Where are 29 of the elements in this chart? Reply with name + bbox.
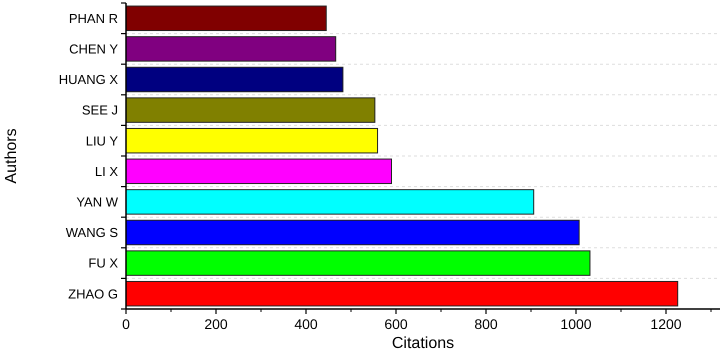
- bar: [126, 280, 678, 306]
- y-tick-label: CHEN Y: [69, 41, 118, 56]
- y-axis-title: Authors: [3, 128, 20, 184]
- y-tick-label: YAN W: [76, 194, 119, 210]
- y-tick-label: LI X: [94, 164, 118, 179]
- y-tick-label: FU X: [88, 256, 118, 271]
- bar: [126, 250, 590, 276]
- x-tick-label: 1000: [560, 316, 592, 332]
- y-tick-label: PHAN R: [68, 10, 118, 26]
- x-tick-label: 200: [204, 316, 228, 332]
- y-tick-label: ZHAO G: [68, 286, 118, 302]
- y-tick-label: HUANG X: [58, 72, 118, 88]
- x-tick-label: 400: [294, 316, 318, 332]
- bar: [126, 36, 336, 62]
- y-tick-label: LIU Y: [86, 133, 118, 148]
- bar: [126, 66, 344, 92]
- y-tick-label: SEE J: [82, 102, 118, 118]
- bar: [126, 189, 534, 215]
- bar: [126, 97, 376, 123]
- bar: [126, 158, 392, 184]
- bar: [126, 6, 327, 32]
- bar: [126, 128, 378, 154]
- x-tick-label: 1200: [650, 316, 682, 332]
- x-tick-label: 600: [384, 316, 408, 332]
- x-tick-label: 800: [474, 316, 498, 332]
- bar: [126, 220, 580, 246]
- x-tick-label: 0: [122, 316, 130, 332]
- x-axis-title: Citations: [392, 335, 454, 352]
- y-tick-label: WANG S: [66, 225, 118, 240]
